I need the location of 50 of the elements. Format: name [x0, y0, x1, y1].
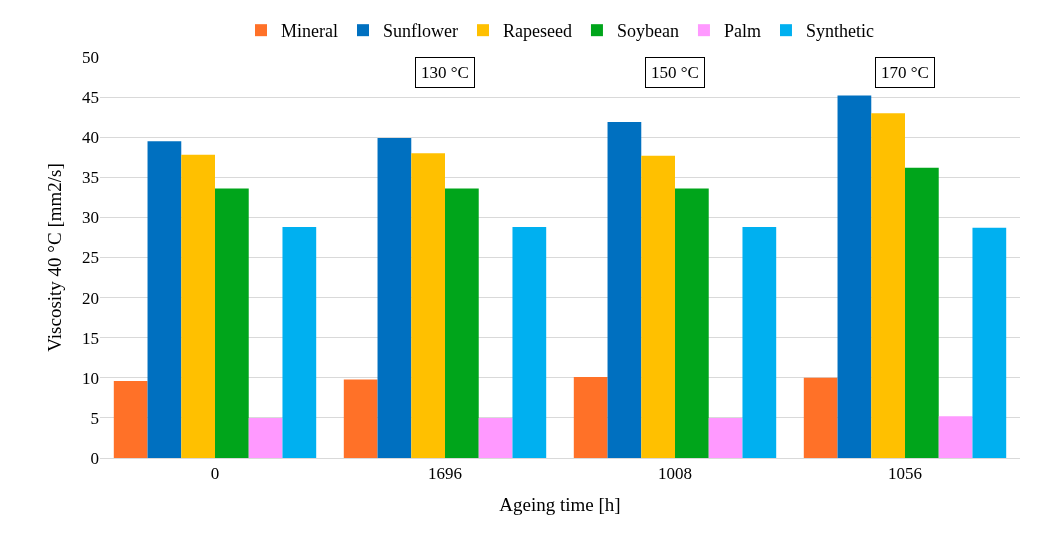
bar	[512, 227, 547, 458]
y-tick-label: 15	[82, 328, 99, 348]
bar	[938, 416, 973, 458]
y-tick-label: 50	[82, 47, 99, 67]
bar	[742, 227, 777, 458]
bar	[113, 381, 148, 458]
bar	[871, 113, 905, 458]
x-tick-label: 1696	[428, 464, 462, 484]
legend-label: Synthetic	[805, 21, 874, 42]
bar	[181, 154, 215, 458]
x-tick-label: 1008	[658, 464, 692, 484]
bar	[905, 167, 939, 458]
bar	[708, 417, 743, 458]
legend-label: Sunflower	[382, 21, 458, 42]
legend-label: Mineral	[281, 21, 338, 42]
y-tick-label: 45	[82, 88, 99, 108]
y-tick-label: 10	[82, 368, 99, 388]
annotation: 170 °C	[881, 63, 929, 82]
bar	[972, 227, 1007, 458]
bar	[803, 377, 838, 458]
bar	[248, 417, 283, 458]
x-tick-label: 1056	[888, 464, 922, 484]
y-tick-label: 5	[90, 408, 99, 428]
y-tick-label: 0	[90, 448, 99, 468]
bar	[573, 377, 608, 458]
bar	[607, 121, 642, 458]
bar	[478, 417, 513, 458]
legend-label: Soybean	[616, 21, 679, 42]
legend-label: Palm	[723, 21, 761, 42]
annotation: 150 °C	[651, 63, 699, 82]
bar	[445, 188, 479, 458]
legend-label: Rapeseed	[502, 21, 572, 42]
y-tick-label: 30	[82, 208, 99, 228]
bar	[377, 138, 412, 458]
bar	[837, 95, 872, 458]
bar	[641, 155, 675, 458]
bar	[411, 153, 445, 458]
y-tick-label: 20	[82, 288, 99, 308]
x-tick-label: 0	[210, 464, 220, 484]
bar	[675, 188, 709, 458]
bar	[215, 188, 249, 458]
bar	[343, 379, 378, 458]
annotation: 130 °C	[421, 63, 469, 82]
y-tick-label: 40	[82, 128, 99, 148]
y-tick-label: 35	[82, 168, 99, 188]
x-axis-title: Ageing time [h]	[499, 494, 621, 516]
y-axis-title: Viscosity 40 °C [mm2/s]	[43, 163, 65, 352]
y-tick-label: 25	[82, 248, 99, 268]
bar	[147, 141, 182, 458]
bar	[282, 227, 317, 458]
